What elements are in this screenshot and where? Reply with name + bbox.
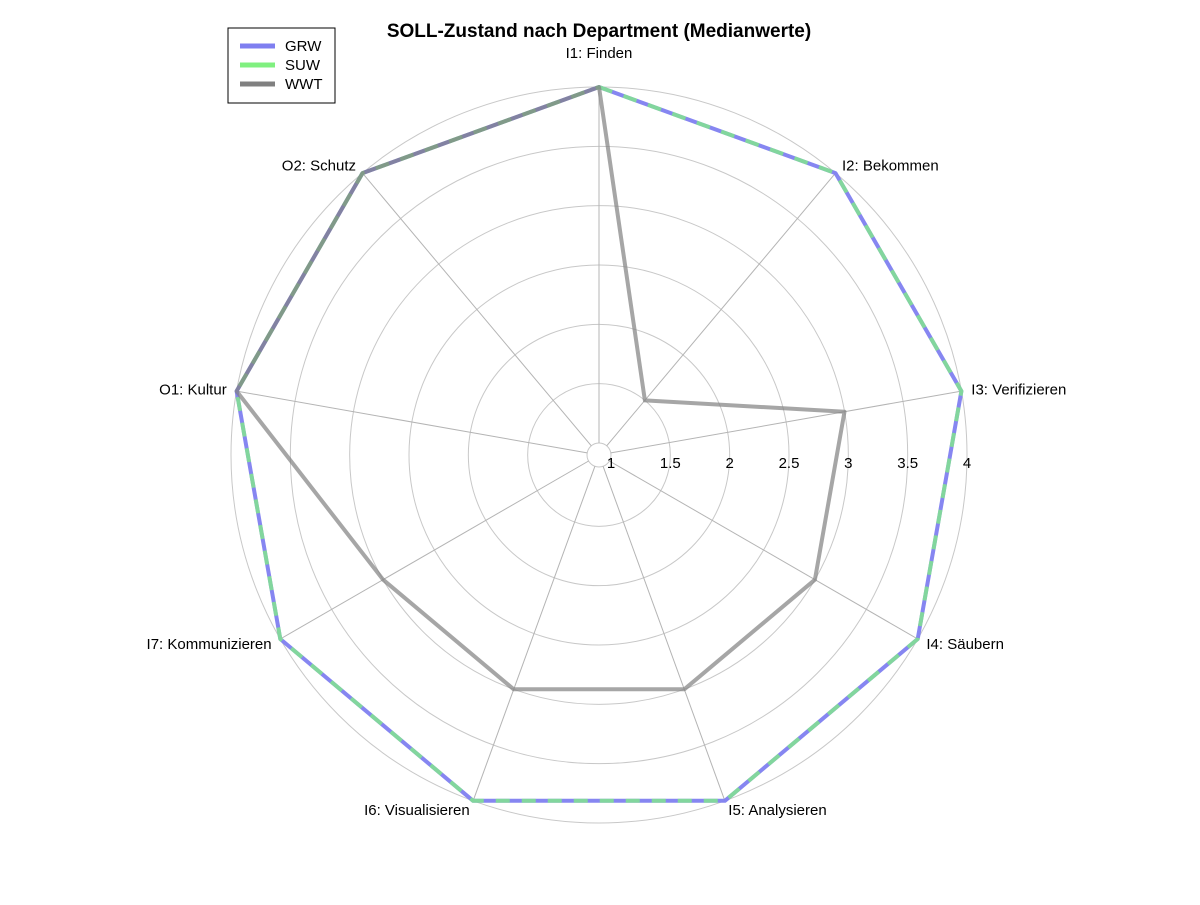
legend-items: GRW SUW WWT xyxy=(240,38,322,93)
radar-series xyxy=(234,85,964,803)
legend-label-grw: GRW xyxy=(285,38,322,55)
series-line-wwt xyxy=(234,85,847,692)
radar-tick-labels: 1 1.5 2 2.5 3 3.5 4 xyxy=(607,455,971,472)
tick-label: 2 xyxy=(725,455,733,472)
axis-label: I3: Verifizieren xyxy=(971,381,1066,398)
axis-label: I2: Bekommen xyxy=(842,157,939,174)
axis-label: O2: Schutz xyxy=(282,157,356,174)
radar-spoke xyxy=(602,466,726,801)
axis-label: I4: Säubern xyxy=(926,636,1004,653)
radar-spoke xyxy=(610,390,962,454)
radar-spoke xyxy=(472,466,596,801)
tick-label: 3 xyxy=(844,455,852,472)
tick-label: 1 xyxy=(607,455,615,472)
axis-label: I1: Finden xyxy=(566,45,633,62)
radar-spoke xyxy=(362,172,592,447)
tick-label: 3.5 xyxy=(897,455,918,472)
axis-label: I6: Visualisieren xyxy=(364,802,470,819)
tick-label: 2.5 xyxy=(779,455,800,472)
radar-spokes xyxy=(236,87,962,801)
radar-spoke xyxy=(280,460,589,640)
axis-label: I7: Kommunizieren xyxy=(147,636,272,653)
chart-title: SOLL-Zustand nach Department (Medianwert… xyxy=(387,21,811,42)
series-line-suw xyxy=(234,85,964,803)
legend-label-wwt: WWT xyxy=(285,76,322,93)
radar-spoke xyxy=(609,460,918,640)
chart-legend: GRW SUW WWT xyxy=(227,27,336,104)
tick-label: 4 xyxy=(963,455,971,472)
radar-axis-labels: I1: Finden I2: Bekommen I3: Verifizieren I4… xyxy=(147,45,1067,819)
radar-spoke xyxy=(236,390,588,454)
tick-label: 1.5 xyxy=(660,455,681,472)
axis-label: I5: Analysieren xyxy=(728,802,826,819)
legend-label-suw: SUW xyxy=(285,57,321,74)
axis-label: O1: Kultur xyxy=(159,381,227,398)
